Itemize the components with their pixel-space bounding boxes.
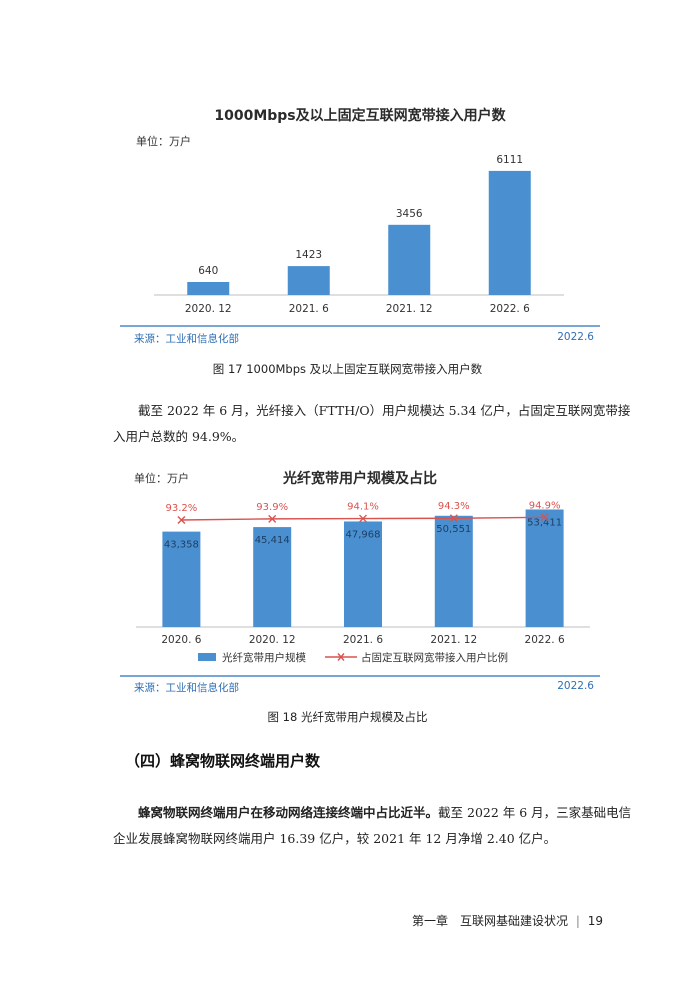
chart1-x-tick-label: 2021. 12 [386, 303, 433, 315]
chart2-bar-data-label: 45,414 [255, 535, 290, 546]
footer-page-number: 19 [587, 914, 603, 928]
chart2-ratio-label: 94.1% [347, 502, 379, 513]
chart2-ratio-marker [540, 513, 549, 522]
chart1-title: 1000Mbps及以上固定互联网宽带接入用户数 [214, 108, 506, 124]
chart1-bar [488, 170, 531, 295]
chart1-x-tick-label: 2021. 6 [289, 303, 329, 315]
chart2-title: 光纤宽带用户规模及占比 [283, 471, 437, 487]
chart-fiber-broadband: 单位：万户 光纤宽带用户规模及占比 43,358 2020. 6 45,414 202… [120, 468, 600, 698]
chart1-data-label: 3456 [396, 208, 423, 220]
chart2-bar [344, 521, 382, 627]
chart1-plot: 640 2020. 12 1423 2021. 6 3456 2021. 12 6111 20… [154, 154, 564, 315]
chart1-data-label: 1423 [295, 249, 322, 261]
chart2-bar [525, 509, 564, 627]
chart2-x-tick-label: 2021. 6 [343, 634, 383, 646]
footer-chapter: 第一章 互联网基础建设状况 [412, 914, 569, 928]
paragraph-iot-bold: 蜂窝物联网终端用户在移动网络连接终端中占比近半。 [138, 805, 439, 820]
chart2-ratio-label: 94.9% [529, 500, 561, 511]
paragraph-ftth: 截至 2022 年 6 月，光纤接入（FTTH/O）用户规模达 5.34 亿户，… [113, 403, 631, 444]
chart2-ratio-marker [359, 514, 367, 523]
chart2-source-date: 2022.6 [557, 680, 594, 692]
chart2-ratio-marker [177, 516, 186, 524]
chart1-data-label: 6111 [496, 154, 523, 166]
chart2-x-tick-label: 2021. 12 [430, 634, 477, 646]
chart2-legend-line-marker [337, 653, 345, 661]
chart1-source: 来源：工业和信息化部 [134, 333, 239, 345]
chart2-x-tick-label: 2022. 6 [525, 634, 565, 646]
chart2-legend-bar-swatch [198, 653, 216, 661]
chart2-bar [253, 527, 292, 627]
chart2-bar-data-label: 43,358 [164, 540, 199, 551]
chart-1000mbps: 1000Mbps及以上固定互联网宽带接入用户数 单位：万户 640 2020. 1… [120, 95, 600, 350]
chart2-ratio-label: 93.2% [166, 503, 198, 514]
figure-18-caption: 图 18 光纤宽带用户规模及占比 [267, 710, 428, 724]
chart2-plot: 43,358 2020. 6 45,414 2020. 12 47,968 2021. 6… [136, 500, 590, 664]
section-title: （四）蜂窝物联网终端用户数 [125, 752, 321, 770]
figure-17-caption: 图 17 1000Mbps 及以上固定互联网宽带接入用户数 [212, 362, 483, 376]
paragraph-iot-rest: 截至 2022 年 6 月，三家基础电信企业发展蜂窝物联网终端用户 16.39 … [113, 805, 632, 846]
chart2-bar-data-label: 50,551 [436, 524, 471, 535]
chart1-bar [388, 224, 431, 295]
chart2-unit: 单位：万户 [134, 472, 189, 485]
chart1-x-tick-label: 2022. 6 [490, 303, 530, 315]
chart2-bar [434, 515, 473, 627]
chart2-ratio-marker [268, 514, 277, 523]
chart2-source-rule [120, 675, 600, 677]
chart2-legend-line-label: 占固定互联网宽带接入用户比例 [361, 651, 508, 664]
chart1-unit: 单位：万户 [136, 135, 191, 148]
chart2-x-tick-label: 2020. 6 [161, 634, 201, 646]
chart1-bar [187, 282, 230, 295]
chart1-bar [287, 266, 330, 295]
chart2-bar-data-label: 53,411 [527, 517, 562, 528]
chart2-bar-data-label: 47,968 [346, 529, 381, 540]
chart1-data-label: 640 [198, 265, 218, 277]
chart2-legend-bar-label: 光纤宽带用户规模 [222, 651, 306, 664]
chart2-ratio-label: 93.9% [256, 502, 288, 513]
chart2-x-tick-label: 2020. 12 [249, 634, 296, 646]
paragraph-iot: 蜂窝物联网终端用户在移动网络连接终端中占比近半。截至 2022 年 6 月，三家… [113, 800, 638, 852]
chart2-source: 来源：工业和信息化部 [134, 682, 239, 694]
page-footer: 第一章 互联网基础建设状况 | 19 [412, 912, 603, 929]
chart2-ratio-marker [449, 514, 458, 523]
chart1-source-date: 2022.6 [557, 331, 594, 343]
chart1-source-rule [120, 325, 600, 327]
chart1-x-tick-label: 2020. 12 [185, 303, 232, 315]
chart2-bar [162, 531, 201, 627]
chart2-ratio-label: 94.3% [438, 501, 470, 512]
footer-divider: | [575, 914, 580, 928]
